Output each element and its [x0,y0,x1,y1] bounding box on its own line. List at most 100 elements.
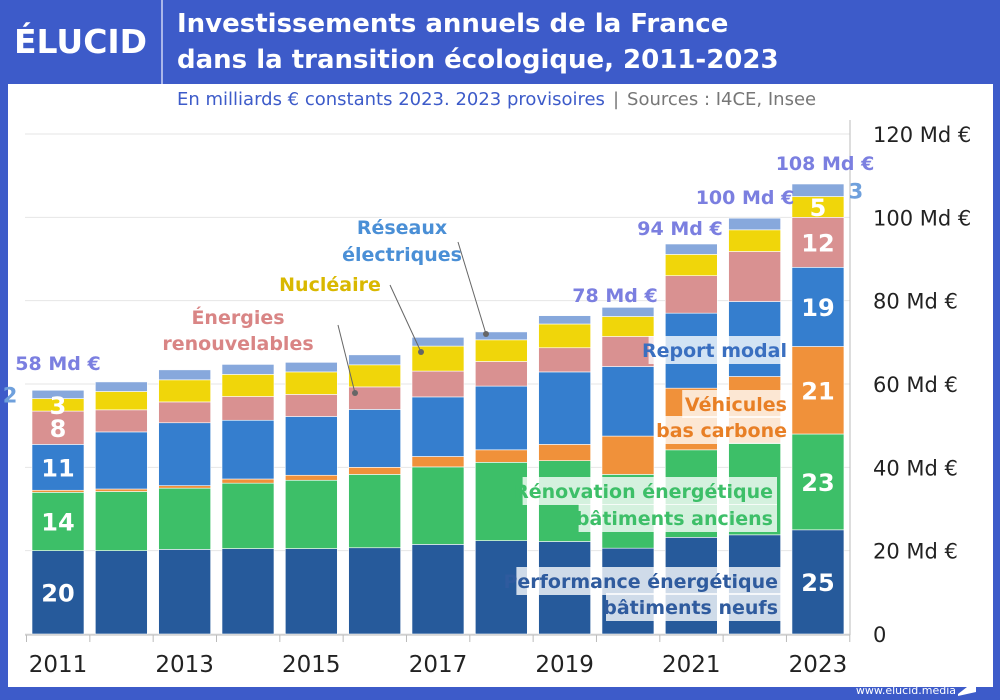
bar-segment-2017-3 [411,396,465,457]
segment-label: 14 [41,509,74,537]
bar-segment-2016-4 [348,386,401,410]
y-tick-label: 0 [873,623,886,647]
x-tick-label: 2021 [662,652,721,678]
bar-segment-2015-2 [285,474,338,481]
bar-segment-2017-6 [411,337,465,347]
bar-segment-2012-6 [95,381,148,392]
leader-dot [483,331,489,337]
bar-segment-2020-6 [601,307,655,317]
bar-segment-2022-5 [728,229,781,252]
x-tick-label: 2015 [282,652,341,678]
bar-segment-2012-2 [95,488,148,492]
sources-text: Sources : I4CE, Insee [627,89,817,110]
bar-segment-2012-1 [95,491,148,551]
bar-segment-2021-6 [664,243,718,255]
series-label-renovation-bg [522,477,777,505]
total-label-2011: 58 Md € [15,353,100,375]
total-label-2022: 100 Md € [696,187,795,209]
bar-segment-2011-3 [31,444,85,491]
bar-segment-2013-1 [158,487,211,550]
bar-segment-2019-5 [538,323,591,349]
y-tick-label: 20 Md € [873,540,958,564]
bar-segment-2019-2 [538,444,591,461]
segment-label: 21 [801,377,834,405]
bar-segment-2011-0 [31,550,85,635]
leader-line [389,284,422,353]
bar-segment-2023-0 [791,529,845,635]
series-label-report-modal-bg [648,336,791,364]
bar-segment-2014-1 [221,482,275,549]
segment-label: 12 [801,229,834,257]
leader-dot [418,349,424,355]
y-tick-label: 80 Md € [873,290,958,314]
bar-segment-2022-6 [728,217,781,231]
segment-label: 2 [3,383,18,407]
bar-segment-2020-3 [601,366,655,437]
bar-segment-2019-4 [538,347,591,373]
bar-segment-2020-4 [601,336,655,367]
bar-segment-2012-4 [95,409,148,433]
bar-segment-2012-5 [95,391,148,411]
chart-title: Investissements annuels de la France dan… [177,6,779,78]
series-label-vehicules-bg [682,390,791,418]
segment-label: 8 [50,415,67,443]
chart-subtitle: En milliards € constants 2023. 2023 prov… [177,89,816,110]
segment-label: 20 [41,579,74,607]
series-label-performance-bg [516,567,782,595]
bar-segment-2016-5 [348,364,401,388]
bar-segment-2023-2 [791,346,845,435]
footer-url[interactable]: www.elucid.media [855,684,956,697]
bar-segment-2016-1 [348,474,401,549]
leader-line [457,241,487,335]
segment-label: 25 [801,569,834,597]
x-tick-label: 2013 [155,652,214,678]
bar-segment-2014-4 [221,396,275,421]
series-label-reseaux: électriques [342,244,462,266]
bar-segment-2019-6 [538,315,591,325]
y-tick-label: 40 Md € [873,456,958,480]
series-label-renovation: Rénovation énergétique [514,481,773,503]
bar-segment-2015-4 [285,394,338,417]
elucid-logo: ÉLUCID [14,22,148,61]
bar-segment-2016-2 [348,467,401,475]
bar-segment-2014-6 [221,364,275,375]
series-label-reseaux: Réseaux [357,217,447,239]
bar-segment-2023-1 [791,433,845,531]
y-tick-label: 100 Md € [873,206,971,230]
bar-segment-2018-4 [475,361,528,387]
bar-segment-2013-2 [158,485,211,489]
segment-label: 19 [801,294,834,322]
x-tick-label: 2017 [409,652,468,678]
bar-segment-2011-2 [31,489,85,493]
bar-segment-2013-5 [158,379,211,403]
total-label-2023: 108 Md € [776,153,875,175]
series-label-vehicules-bg [659,416,791,444]
subtitle-text: En milliards € constants 2023. 2023 prov… [177,89,605,110]
bar-segment-2013-0 [158,549,211,635]
bar-segment-2013-3 [158,422,211,486]
x-tick-label: 2019 [535,652,594,678]
bar-segment-2016-6 [348,354,401,366]
bar-segment-2011-1 [31,492,85,551]
leader-dot [352,390,358,396]
x-tick-label: 2023 [789,652,848,678]
series-label-renouvelables: renouvelables [162,333,313,355]
bar-segment-2018-6 [475,331,528,341]
series-label-performance: bâtiments neufs [603,597,778,619]
bar-segment-2020-5 [601,316,655,337]
bar-segment-2016-3 [348,409,401,468]
segment-label: 11 [41,454,74,482]
bar-segment-2015-5 [285,371,338,395]
segment-label: 23 [801,469,834,497]
leader-line [337,324,356,394]
bar-segment-2017-1 [411,466,465,545]
bar-segment-2013-6 [158,369,211,381]
title-line-1: Investissements annuels de la France [177,9,729,39]
bar-segment-2014-0 [221,548,275,635]
y-tick-label: 60 Md € [873,373,958,397]
bar-segment-2018-5 [475,339,528,362]
segment-label: 3 [849,179,864,203]
bar-segment-2015-6 [285,362,338,373]
header-divider [161,0,163,84]
